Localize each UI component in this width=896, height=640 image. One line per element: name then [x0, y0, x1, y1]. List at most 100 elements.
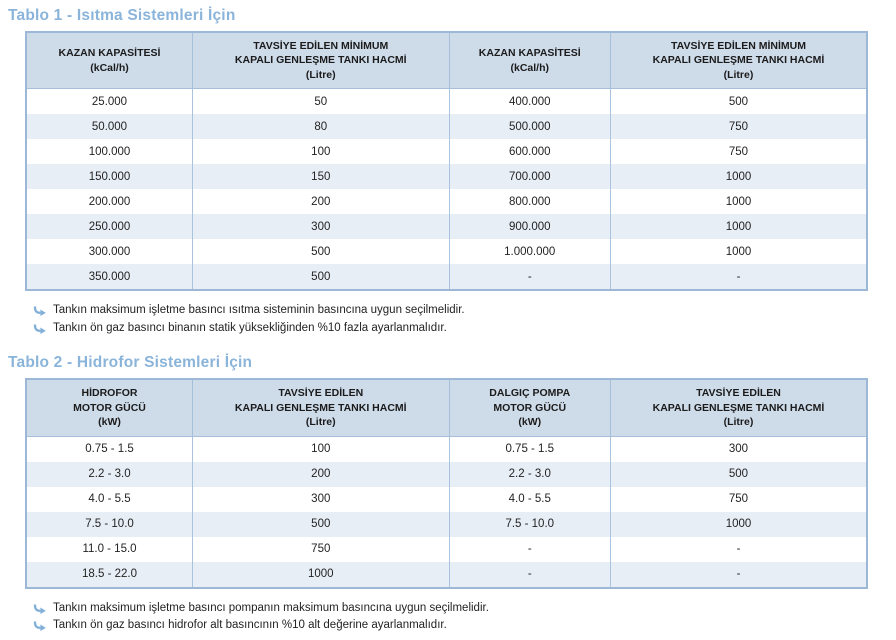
- table-cell: 1000: [192, 561, 450, 588]
- table-row: 50.000 80 500.000 750: [25, 114, 868, 140]
- note: Tankın ön gaz basıncı hidrofor alt basın…: [33, 617, 896, 635]
- column-header: TAVSİYE EDİLEN MİNİMUM KAPALI GENLEŞME T…: [192, 31, 450, 90]
- table-cell: -: [609, 561, 868, 588]
- column-header: KAZAN KAPASİTESİ (kCal/h): [448, 31, 611, 90]
- table-cell: 0.75 - 1.5: [448, 436, 611, 462]
- table-cell: 2.2 - 3.0: [25, 461, 194, 487]
- table-row: 200.000 200 800.000 1000: [25, 189, 868, 215]
- table-cell: 18.5 - 22.0: [25, 561, 194, 588]
- table-cell: 300: [609, 436, 868, 462]
- arrow-bullet-icon: [33, 324, 46, 335]
- table-cell: 300.000: [25, 239, 194, 265]
- table-cell: 350.000: [25, 264, 194, 291]
- table2-header-row: HİDROFOR MOTOR GÜCÜ (kW) TAVSİYE EDİLEN …: [25, 378, 868, 437]
- table-cell: 500.000: [448, 114, 611, 140]
- table-cell: -: [448, 561, 611, 588]
- table-cell: 50: [192, 88, 450, 115]
- table-cell: -: [448, 264, 611, 291]
- table1-title: Tablo 1 - Isıtma Sistemleri İçin: [8, 7, 236, 24]
- table-cell: 400.000: [448, 88, 611, 115]
- table-row: 7.5 - 10.0 500 7.5 - 10.0 1000: [25, 511, 868, 537]
- table-cell: 750: [609, 114, 868, 140]
- table-row: 18.5 - 22.0 1000- -: [25, 561, 868, 588]
- table-row: 11.0 - 15.0 750- -: [25, 536, 868, 562]
- note: Tankın ön gaz basıncı binanın statik yük…: [33, 320, 896, 338]
- note-text: Tankın maksimum işletme basıncı ısıtma s…: [53, 304, 465, 317]
- table-cell: 7.5 - 10.0: [25, 511, 194, 537]
- table-row: 150.000 150 700.000 1000: [25, 164, 868, 190]
- table-cell: 2.2 - 3.0: [448, 461, 611, 487]
- table-cell: 900.000: [448, 214, 611, 240]
- table1-notes: Tankın maksimum işletme basıncı ısıtma s…: [33, 302, 896, 338]
- table-row: 100.000 100 600.000 750: [25, 139, 868, 165]
- arrow-bullet-icon: [33, 603, 46, 614]
- note-text: Tankın ön gaz basıncı binanın statik yük…: [53, 322, 447, 335]
- note: Tankın maksimum işletme basıncı pompanın…: [33, 600, 896, 618]
- table-cell: 300: [192, 486, 450, 512]
- table-cell: 7.5 - 10.0: [448, 511, 611, 537]
- table-cell: 750: [192, 536, 450, 562]
- table-row: 300.000 500 1.000.000 1000: [25, 239, 868, 265]
- table-cell: 500: [192, 511, 450, 537]
- table2-hydrophore-systems: HİDROFOR MOTOR GÜCÜ (kW) TAVSİYE EDİLEN …: [25, 378, 868, 589]
- note-text: Tankın ön gaz basıncı hidrofor alt basın…: [53, 619, 447, 632]
- table-cell: 250.000: [25, 214, 194, 240]
- arrow-bullet-icon: [33, 306, 46, 317]
- table-row: 350.000 500- -: [25, 264, 868, 291]
- table-cell: 150: [192, 164, 450, 190]
- table-cell: 750: [609, 139, 868, 165]
- table-cell: 50.000: [25, 114, 194, 140]
- table-cell: 1000: [609, 214, 868, 240]
- table2-notes: Tankın maksimum işletme basıncı pompanın…: [33, 600, 896, 636]
- note: Tankın maksimum işletme basıncı ısıtma s…: [33, 302, 896, 320]
- table-cell: 100: [192, 139, 450, 165]
- table-cell: 500: [192, 264, 450, 291]
- table-cell: 80: [192, 114, 450, 140]
- table-cell: 4.0 - 5.5: [25, 486, 194, 512]
- table-cell: 200: [192, 189, 450, 215]
- table-cell: 11.0 - 15.0: [25, 536, 194, 562]
- table2-title: Tablo 2 - Hidrofor Sistemleri İçin: [8, 354, 253, 372]
- table1-heating-systems: KAZAN KAPASİTESİ (kCal/h) TAVSİYE EDİLEN…: [25, 31, 868, 292]
- table-cell: 300: [192, 214, 450, 240]
- column-header: DALGIÇ POMPA MOTOR GÜCÜ (kW): [448, 378, 611, 437]
- note-text: Tankın maksimum işletme basıncı pompanın…: [53, 601, 489, 614]
- table-cell: -: [609, 264, 868, 291]
- table-cell: 1000: [609, 164, 868, 190]
- table-cell: 4.0 - 5.5: [448, 486, 611, 512]
- table-cell: 500: [192, 239, 450, 265]
- table-cell: 1000: [609, 239, 868, 265]
- table-cell: 700.000: [448, 164, 611, 190]
- table-row: 0.75 - 1.5 100 0.75 - 1.5 300: [25, 436, 868, 462]
- column-header: TAVSİYE EDİLEN MİNİMUM KAPALI GENLEŞME T…: [609, 31, 868, 90]
- table-cell: 0.75 - 1.5: [25, 436, 194, 462]
- table-cell: 100: [192, 436, 450, 462]
- column-header: TAVSİYE EDİLEN KAPALI GENLEŞME TANKI HAC…: [609, 378, 868, 437]
- table-cell: 100.000: [25, 139, 194, 165]
- table-cell: -: [448, 536, 611, 562]
- table-cell: 200: [192, 461, 450, 487]
- table-cell: 750: [609, 486, 868, 512]
- column-header: KAZAN KAPASİTESİ (kCal/h): [25, 31, 194, 90]
- table-row: 250.000 300 900.000 1000: [25, 214, 868, 240]
- table-cell: 1000: [609, 189, 868, 215]
- table-cell: 500: [609, 461, 868, 487]
- table-row: 25.000 50 400.000 500: [25, 88, 868, 115]
- table-cell: -: [609, 536, 868, 562]
- table2-body: 0.75 - 1.5 100 0.75 - 1.5 300 2.2 - 3.0 200 2.…: [25, 436, 868, 588]
- table1-body: 25.000 50 400.000 500 50.000 80 500.000 750 100.…: [25, 88, 868, 291]
- table-cell: 800.000: [448, 189, 611, 215]
- table-cell: 200.000: [25, 189, 194, 215]
- column-header: TAVSİYE EDİLEN KAPALI GENLEŞME TANKI HAC…: [192, 378, 450, 437]
- column-header: HİDROFOR MOTOR GÜCÜ (kW): [25, 378, 194, 437]
- table-cell: 500: [609, 88, 868, 115]
- table-cell: 600.000: [448, 139, 611, 165]
- table-cell: 25.000: [25, 88, 194, 115]
- arrow-bullet-icon: [33, 621, 46, 632]
- table-cell: 1000: [609, 511, 868, 537]
- table-row: 4.0 - 5.5 300 4.0 - 5.5 750: [25, 486, 868, 512]
- table-cell: 150.000: [25, 164, 194, 190]
- table-cell: 1.000.000: [448, 239, 611, 265]
- table-row: 2.2 - 3.0 200 2.2 - 3.0 500: [25, 461, 868, 487]
